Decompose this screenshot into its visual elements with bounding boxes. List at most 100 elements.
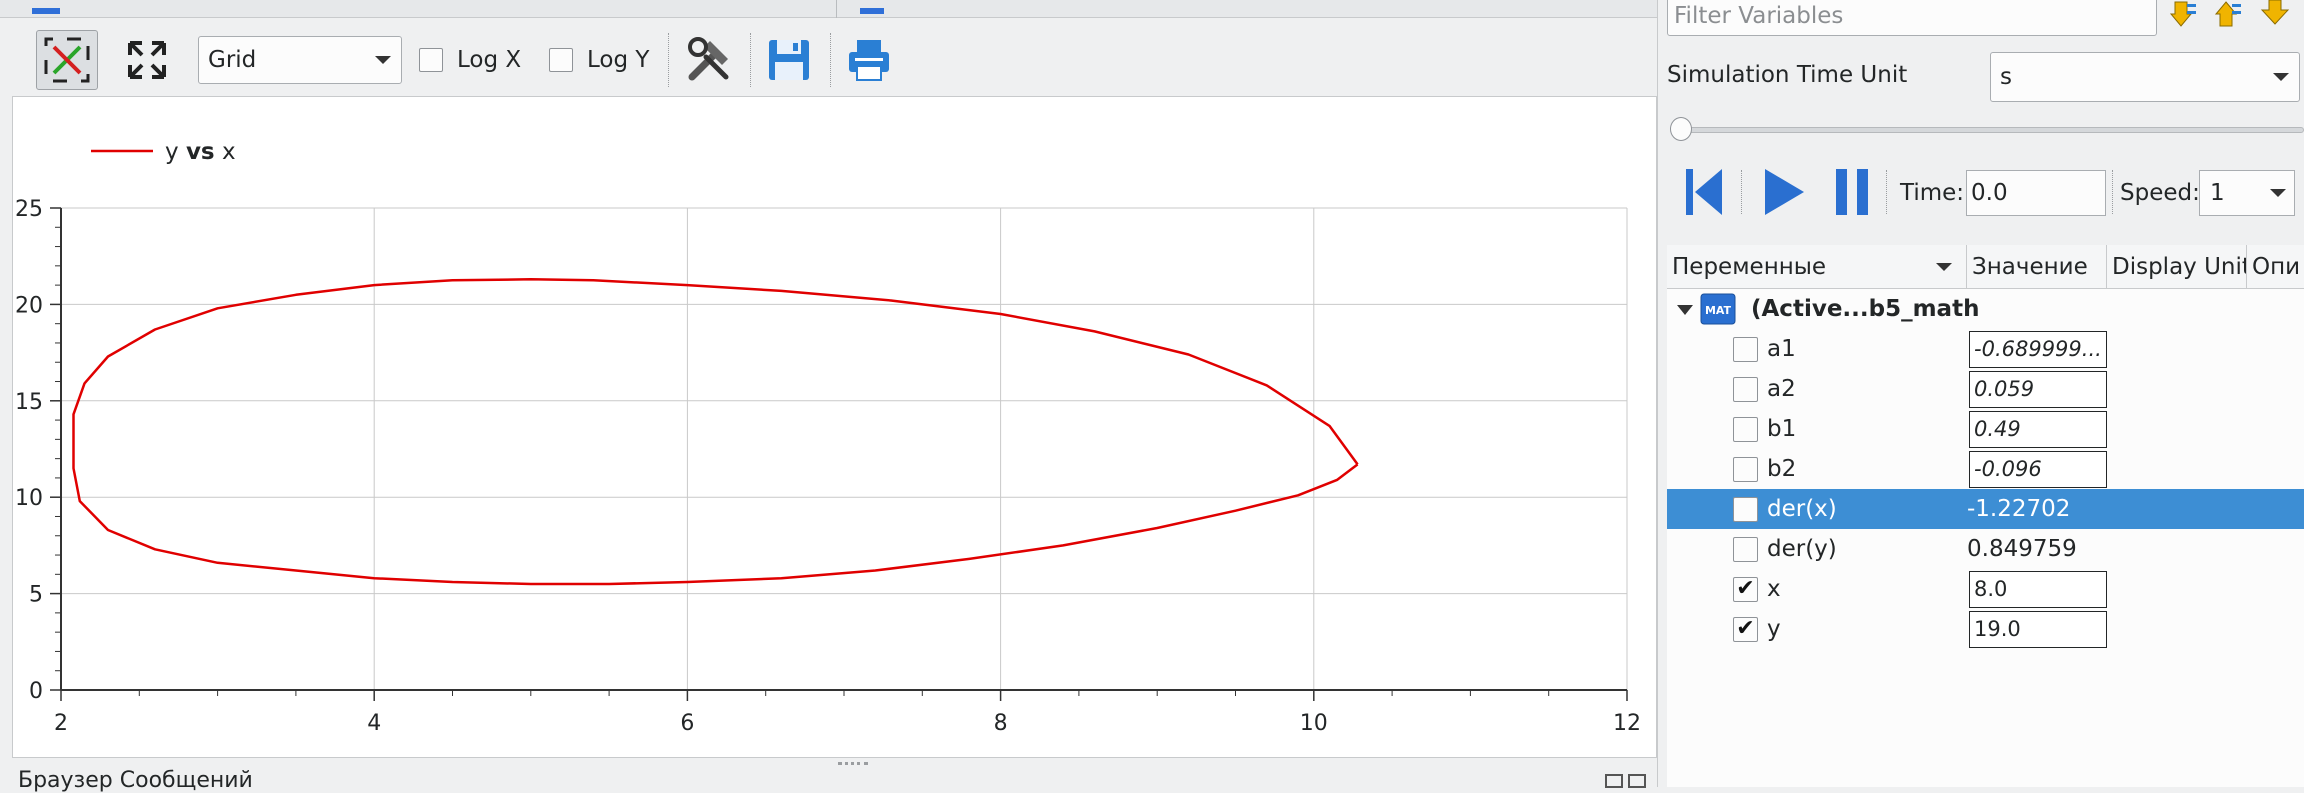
fit-in-view-button[interactable] [36, 30, 98, 90]
time-slider-track[interactable] [1671, 127, 2304, 133]
variable-checkbox[interactable] [1733, 417, 1758, 442]
variable-value-input[interactable]: 0.49 [1969, 411, 2107, 448]
variable-value-input[interactable]: 8.0 [1969, 571, 2107, 608]
variable-row[interactable]: der(y) 0.849759 [1667, 529, 2304, 569]
pause-button[interactable] [1833, 166, 1873, 218]
log-y-checkbox[interactable] [549, 48, 573, 72]
y-tick-label: 20 [15, 293, 43, 318]
variables-tree-header: Переменные Значение Display Unit Опи [1667, 245, 2304, 289]
y-tick-label: 0 [29, 679, 43, 704]
floppy-disk-icon [769, 40, 809, 80]
variable-name: x [1767, 576, 1781, 602]
plot-tab-indicator-2[interactable] [860, 8, 884, 14]
log-y-label: Log Y [587, 47, 650, 73]
pause-icon [1836, 169, 1868, 215]
variable-row[interactable]: a1 -0.689999... [1667, 329, 2304, 369]
axes [60, 208, 1627, 691]
variable-value-input[interactable]: 0.059 [1969, 371, 2107, 408]
column-header-variables-label: Переменные [1672, 254, 1827, 280]
close-icon[interactable] [1628, 774, 1646, 788]
save-button[interactable] [758, 30, 820, 90]
chevron-down-icon [2270, 189, 2286, 197]
column-header-description[interactable]: Опи [2247, 245, 2304, 289]
sort-descending-button[interactable] [2167, 0, 2197, 28]
plot-area[interactable]: 2 4 6 8 10 12 0 5 10 15 20 25 y vs x [12, 96, 1657, 758]
rewind-button[interactable] [1684, 166, 1724, 218]
print-button[interactable] [838, 30, 900, 90]
sort-arrow-down-icon [2169, 1, 2196, 27]
message-browser-bar: Браузер Сообщений [0, 762, 1657, 793]
plot-tab-indicator[interactable] [32, 8, 60, 14]
printer-icon [849, 40, 889, 81]
variable-row[interactable]: ✔ x 8.0 [1667, 569, 2304, 609]
arrow-down-icon [2260, 0, 2290, 25]
play-button[interactable] [1762, 166, 1806, 218]
legend-label: y vs x [165, 139, 236, 165]
variable-row[interactable]: b2 -0.096 [1667, 449, 2304, 489]
float-icon[interactable] [1605, 774, 1623, 788]
variable-checkbox[interactable]: ✔ [1733, 577, 1758, 602]
variable-value: 0.849759 [1967, 536, 2077, 562]
toolbar-separator [2112, 170, 2114, 214]
variable-name: der(y) [1767, 536, 1837, 562]
svg-text:MAT: MAT [1705, 304, 1732, 317]
time-input[interactable]: 0.0 [1966, 170, 2106, 216]
zoom-reset-button[interactable] [116, 30, 178, 90]
variable-checkbox[interactable] [1733, 537, 1758, 562]
toolbar-separator [668, 33, 670, 87]
column-header-variables[interactable]: Переменные [1667, 245, 1967, 289]
grid-lines [61, 207, 1628, 690]
time-slider-handle[interactable] [1670, 117, 1692, 141]
x-tick-label: 6 [680, 711, 694, 736]
column-header-display-unit[interactable]: Display Unit [2107, 245, 2247, 289]
log-x-checkbox[interactable] [419, 48, 443, 72]
column-header-description-label: Опи [2252, 254, 2301, 280]
plot-tab-bar [0, 0, 1657, 18]
variable-name: b1 [1767, 416, 1797, 442]
variable-checkbox[interactable] [1733, 377, 1758, 402]
x-tick-label: 12 [1613, 711, 1641, 736]
variable-value-input[interactable]: -0.689999... [1969, 331, 2107, 368]
speed-label: Speed: [2120, 180, 2200, 206]
variable-checkbox[interactable] [1733, 457, 1758, 482]
log-x-label: Log X [457, 47, 522, 73]
variable-name: der(x) [1767, 496, 1837, 522]
variable-name: a2 [1767, 376, 1796, 402]
tree-root-row[interactable]: MAT (Active...b5_math [1667, 289, 2304, 329]
expand-all-button[interactable] [2260, 0, 2290, 28]
column-header-display-unit-label: Display Unit [2112, 254, 2247, 280]
sim-time-unit-combo[interactable]: s [1990, 52, 2300, 102]
variable-row[interactable]: b1 0.49 [1667, 409, 2304, 449]
variable-value-input[interactable]: 19.0 [1969, 611, 2107, 648]
variable-name: b2 [1767, 456, 1797, 482]
column-header-value[interactable]: Значение [1967, 245, 2107, 289]
speed-combo[interactable]: 1 [2199, 170, 2295, 216]
variable-checkbox[interactable] [1733, 497, 1758, 522]
variable-row[interactable]: a2 0.059 [1667, 369, 2304, 409]
variable-row[interactable]: der(x) -1.22702 [1667, 489, 2304, 529]
x-tick-label: 10 [1300, 711, 1328, 736]
sort-ascending-button[interactable] [2212, 0, 2242, 28]
variable-checkbox[interactable] [1733, 337, 1758, 362]
sim-time-unit-label: Simulation Time Unit [1667, 62, 1908, 88]
setup-button[interactable] [678, 30, 740, 90]
tab-divider [836, 0, 837, 18]
play-icon [1765, 169, 1804, 215]
expand-arrows-icon [128, 41, 166, 79]
variable-value-input[interactable]: -0.096 [1969, 451, 2107, 488]
variable-checkbox[interactable]: ✔ [1733, 617, 1758, 642]
expand-arrow-icon[interactable] [1677, 305, 1693, 315]
x-tick-label: 4 [367, 711, 381, 736]
y-tick-label: 25 [15, 197, 43, 222]
splitter-handle[interactable] [838, 762, 868, 768]
skip-back-icon [1686, 169, 1722, 215]
variable-name: a1 [1767, 336, 1796, 362]
y-tick-label: 15 [15, 390, 43, 415]
filter-variables-input[interactable]: Filter Variables [1667, 0, 2157, 36]
variables-tree: MAT (Active...b5_math a1 -0.689999... a2 0.… [1667, 289, 2304, 787]
x-tick-label: 2 [54, 711, 68, 736]
variable-row[interactable]: ✔ y 19.0 [1667, 609, 2304, 649]
grid-combo[interactable]: Grid [198, 36, 402, 84]
time-label: Time: [1900, 180, 1965, 206]
message-browser-title[interactable]: Браузер Сообщений [18, 768, 253, 793]
